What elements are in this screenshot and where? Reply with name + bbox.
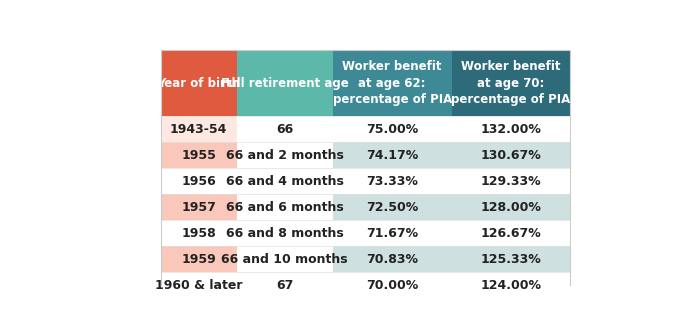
Text: 71.67%: 71.67%: [366, 227, 418, 240]
Bar: [332, 50, 452, 117]
Text: 66 and 6 months: 66 and 6 months: [226, 201, 344, 214]
Bar: [161, 50, 570, 298]
Bar: [237, 142, 332, 168]
Text: 74.17%: 74.17%: [366, 149, 419, 162]
Bar: [161, 168, 237, 194]
Bar: [452, 117, 570, 142]
Bar: [332, 194, 452, 220]
Text: 125.33%: 125.33%: [481, 253, 541, 265]
Bar: [332, 246, 452, 272]
Text: 1943-54: 1943-54: [170, 123, 228, 136]
Text: 75.00%: 75.00%: [366, 123, 419, 136]
Bar: [332, 220, 452, 246]
Text: Year of birth: Year of birth: [158, 76, 240, 90]
Text: 1955: 1955: [181, 149, 216, 162]
Bar: [161, 246, 237, 272]
Text: 1960 & later: 1960 & later: [155, 279, 242, 291]
Text: Full retirement age: Full retirement age: [220, 76, 349, 90]
Text: 1957: 1957: [181, 201, 216, 214]
Text: 66 and 4 months: 66 and 4 months: [225, 175, 344, 188]
Bar: [452, 220, 570, 246]
Bar: [161, 117, 237, 142]
Text: 130.67%: 130.67%: [481, 149, 541, 162]
Bar: [161, 194, 237, 220]
Text: 72.50%: 72.50%: [366, 201, 419, 214]
Bar: [161, 272, 237, 298]
Bar: [452, 50, 570, 117]
Bar: [237, 194, 332, 220]
Bar: [237, 220, 332, 246]
Text: 1959: 1959: [181, 253, 216, 265]
Text: 126.67%: 126.67%: [481, 227, 541, 240]
Text: 66 and 2 months: 66 and 2 months: [225, 149, 344, 162]
Bar: [237, 168, 332, 194]
Text: 129.33%: 129.33%: [481, 175, 541, 188]
Bar: [332, 142, 452, 168]
Text: 73.33%: 73.33%: [366, 175, 418, 188]
Text: 1958: 1958: [181, 227, 216, 240]
Text: Worker benefit
at age 62:
percentage of PIA: Worker benefit at age 62: percentage of …: [332, 60, 452, 106]
Bar: [452, 194, 570, 220]
Text: 66 and 10 months: 66 and 10 months: [221, 253, 348, 265]
Bar: [452, 272, 570, 298]
Text: 1956: 1956: [181, 175, 216, 188]
Text: 66: 66: [276, 123, 293, 136]
Bar: [161, 50, 237, 117]
Bar: [237, 117, 332, 142]
Bar: [332, 117, 452, 142]
Bar: [237, 246, 332, 272]
Bar: [452, 246, 570, 272]
Text: 70.00%: 70.00%: [366, 279, 419, 291]
Text: 66 and 8 months: 66 and 8 months: [226, 227, 344, 240]
Text: Worker benefit
at age 70:
percentage of PIA: Worker benefit at age 70: percentage of …: [452, 60, 570, 106]
Text: 128.00%: 128.00%: [480, 201, 541, 214]
Text: 67: 67: [276, 279, 293, 291]
Bar: [161, 220, 237, 246]
Bar: [237, 272, 332, 298]
Bar: [237, 50, 332, 117]
Text: 132.00%: 132.00%: [480, 123, 541, 136]
Bar: [161, 142, 237, 168]
Bar: [452, 142, 570, 168]
Bar: [332, 168, 452, 194]
Bar: [452, 168, 570, 194]
Text: 70.83%: 70.83%: [366, 253, 418, 265]
Text: 124.00%: 124.00%: [480, 279, 541, 291]
Bar: [332, 272, 452, 298]
